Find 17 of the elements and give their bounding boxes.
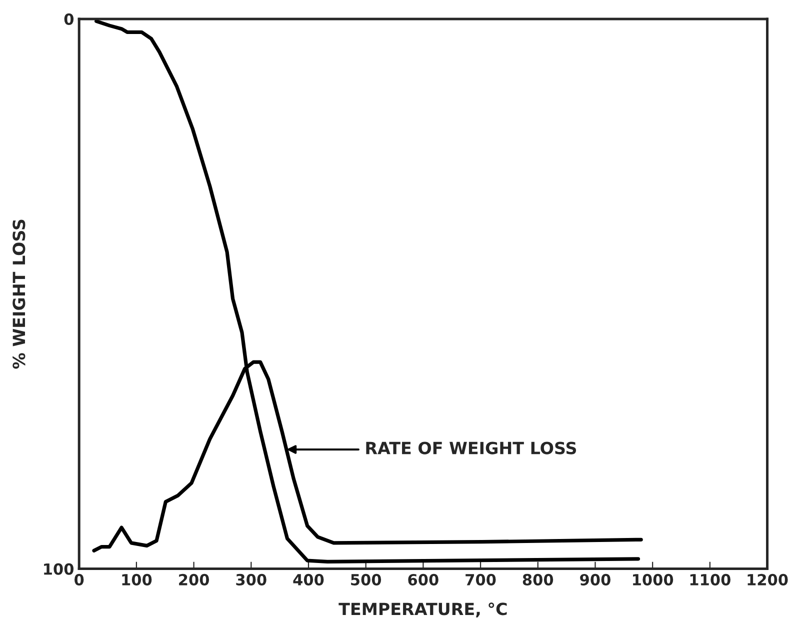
x-tick-label: 400 [293,574,324,586]
x-tick-label: 700 [466,574,496,586]
x-tick-label: 1100 [690,574,730,586]
y-axis-title: % WEIGHT LOSS [12,220,26,369]
x-tick-label: 300 [236,574,266,586]
x-tick-label: 1000 [633,574,674,586]
x-tick-label: 200 [179,574,210,586]
line-series [94,19,640,564]
x-tick-label: 1200 [748,574,788,586]
x-tick-label: 900 [580,574,610,586]
x-tick-label: 800 [522,574,554,586]
x-tick-label: 100 [122,574,152,586]
x-tick-label: 600 [408,574,438,586]
x-tick-label: 0 [74,574,84,586]
annotation: RATE OF WEIGHT LOSS [366,442,576,454]
x-axis-title: TEMPERATURE, °C [338,602,507,618]
x-tick-label: 500 [351,574,382,586]
